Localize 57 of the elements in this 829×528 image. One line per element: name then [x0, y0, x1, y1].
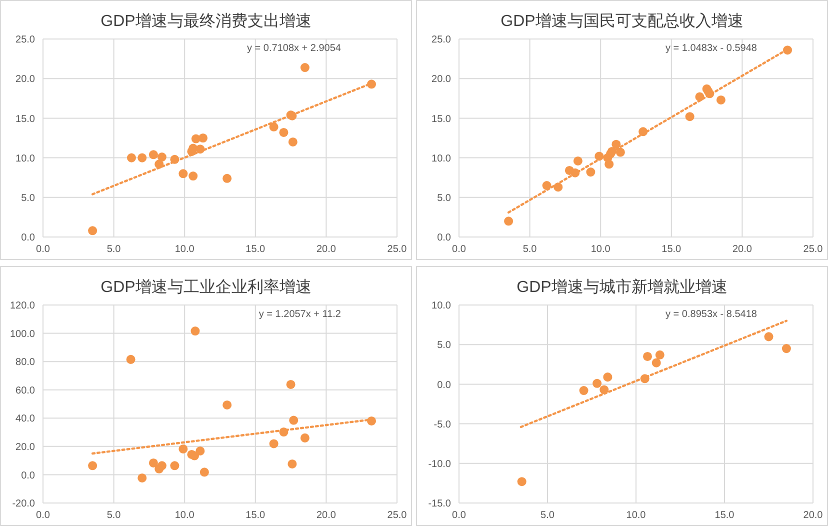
x-tick-label: 20.0	[316, 244, 336, 256]
y-tick-label: 10.0	[432, 153, 452, 164]
y-tick-label: 10.0	[432, 300, 452, 312]
y-tick-label: 0.0	[21, 232, 36, 244]
x-tick-label: 10.0	[590, 244, 611, 256]
x-tick-label: 0.0	[36, 510, 50, 522]
x-tick-label: 5.0	[540, 510, 555, 522]
y-tick-label: -15.0	[428, 498, 452, 510]
chart-title: GDP增速与工业企业利率增速	[100, 278, 312, 298]
y-tick-label: 5.0	[437, 192, 452, 204]
x-tick-label: 25.0	[803, 244, 824, 256]
x-tick-label: 15.0	[246, 244, 266, 256]
x-tick-label: 20.0	[803, 510, 824, 522]
y-tick-label: 15.0	[16, 114, 36, 125]
y-tick-label: 80.0	[16, 357, 36, 368]
x-tick-label: 5.0	[106, 244, 122, 256]
x-tick-label: 15.0	[246, 510, 266, 522]
y-tick-label: 0.0	[437, 232, 452, 244]
y-tick-label: -5.0	[434, 419, 452, 430]
y-tick-label: 10.0	[16, 153, 36, 164]
x-tick-label: 10.0	[174, 244, 195, 256]
y-tick-label: 20.0	[432, 74, 452, 86]
y-tick-label: 40.0	[16, 414, 36, 425]
x-tick-label: 5.0	[522, 244, 538, 256]
y-tick-label: 20.0	[16, 74, 36, 86]
y-tick-label: 25.0	[432, 34, 452, 46]
y-tick-label: -10.0	[428, 458, 452, 470]
x-tick-label: 0.0	[452, 244, 466, 256]
y-tick-label: 60.0	[16, 385, 36, 396]
x-tick-label: 0.0	[36, 244, 50, 256]
x-tick-label: 0.0	[452, 510, 466, 522]
x-tick-label: 25.0	[387, 244, 408, 256]
x-tick-label: 20.0	[316, 510, 336, 522]
chart-title: GDP增速与最终消费支出增速	[100, 12, 312, 32]
x-tick-label: 15.0	[714, 510, 735, 522]
y-tick-label: 100.0	[10, 328, 36, 340]
y-tick-label: 20.0	[16, 442, 36, 453]
y-tick-label: 120.0	[10, 300, 36, 312]
x-tick-label: 20.0	[732, 244, 752, 256]
y-tick-label: 5.0	[21, 192, 36, 204]
y-tick-label: 0.0	[21, 470, 36, 482]
x-tick-label: 25.0	[387, 510, 408, 522]
y-tick-label: 25.0	[16, 34, 36, 46]
y-tick-label: 15.0	[432, 114, 452, 125]
annotation: y = 0.7108x + 2.9054	[247, 43, 341, 54]
chart-title: GDP增速与城市新增就业增速	[516, 278, 728, 298]
y-tick-label: -20.0	[12, 498, 36, 510]
annotation: y = 1.2057x + 11.2	[258, 309, 341, 320]
x-tick-label: 10.0	[174, 510, 195, 522]
annotation: y = 1.0483x - 0.5948	[666, 43, 757, 54]
x-tick-label: 15.0	[662, 244, 682, 256]
chart-title: GDP增速与国民可支配总收入增速	[500, 12, 744, 32]
x-tick-label: 10.0	[626, 510, 646, 522]
annotation: y = 0.8953x - 8.5418	[666, 309, 757, 320]
y-tick-label: 5.0	[437, 340, 452, 352]
y-tick-label: 0.0	[437, 380, 452, 391]
x-tick-label: 5.0	[106, 510, 122, 522]
